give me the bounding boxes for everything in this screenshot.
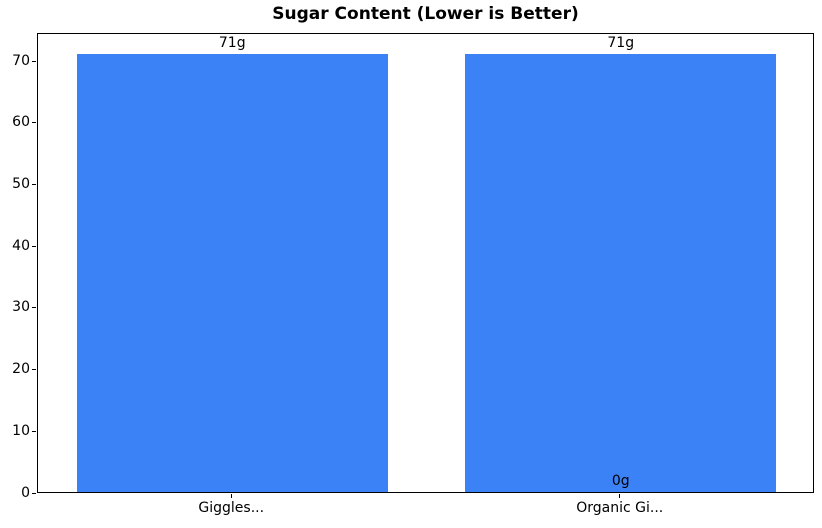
bar-value-label: 71g: [218, 34, 246, 51]
chart-title: Sugar Content (Lower is Better): [272, 4, 579, 24]
bar: [465, 53, 777, 492]
y-tick-label: 40: [12, 237, 30, 254]
x-tick-mark: [619, 494, 621, 498]
y-tick-label: 70: [12, 52, 30, 69]
y-tick-label: 0: [21, 484, 30, 501]
y-tick-mark: [32, 492, 36, 494]
plot-area: 71g 71g 0g: [37, 33, 814, 493]
bar-value-label: 71g: [607, 34, 635, 51]
y-tick-mark: [32, 369, 36, 371]
x-tick-label: Organic Gi...: [576, 500, 664, 516]
annotation-label: 0g: [611, 473, 630, 489]
y-tick-label: 10: [12, 422, 30, 439]
y-tick-mark: [32, 60, 36, 62]
y-tick-mark: [32, 245, 36, 247]
y-tick-label: 20: [12, 361, 30, 378]
y-tick-mark: [32, 307, 36, 309]
y-tick-mark: [32, 430, 36, 432]
y-tick-mark: [32, 122, 36, 124]
y-tick-label: 30: [12, 299, 30, 316]
x-tick-mark: [230, 494, 232, 498]
y-tick-label: 60: [12, 114, 30, 131]
bar: [76, 53, 388, 492]
y-tick-label: 50: [12, 175, 30, 192]
y-tick-mark: [32, 183, 36, 185]
x-tick-label: Giggles...: [198, 500, 265, 516]
